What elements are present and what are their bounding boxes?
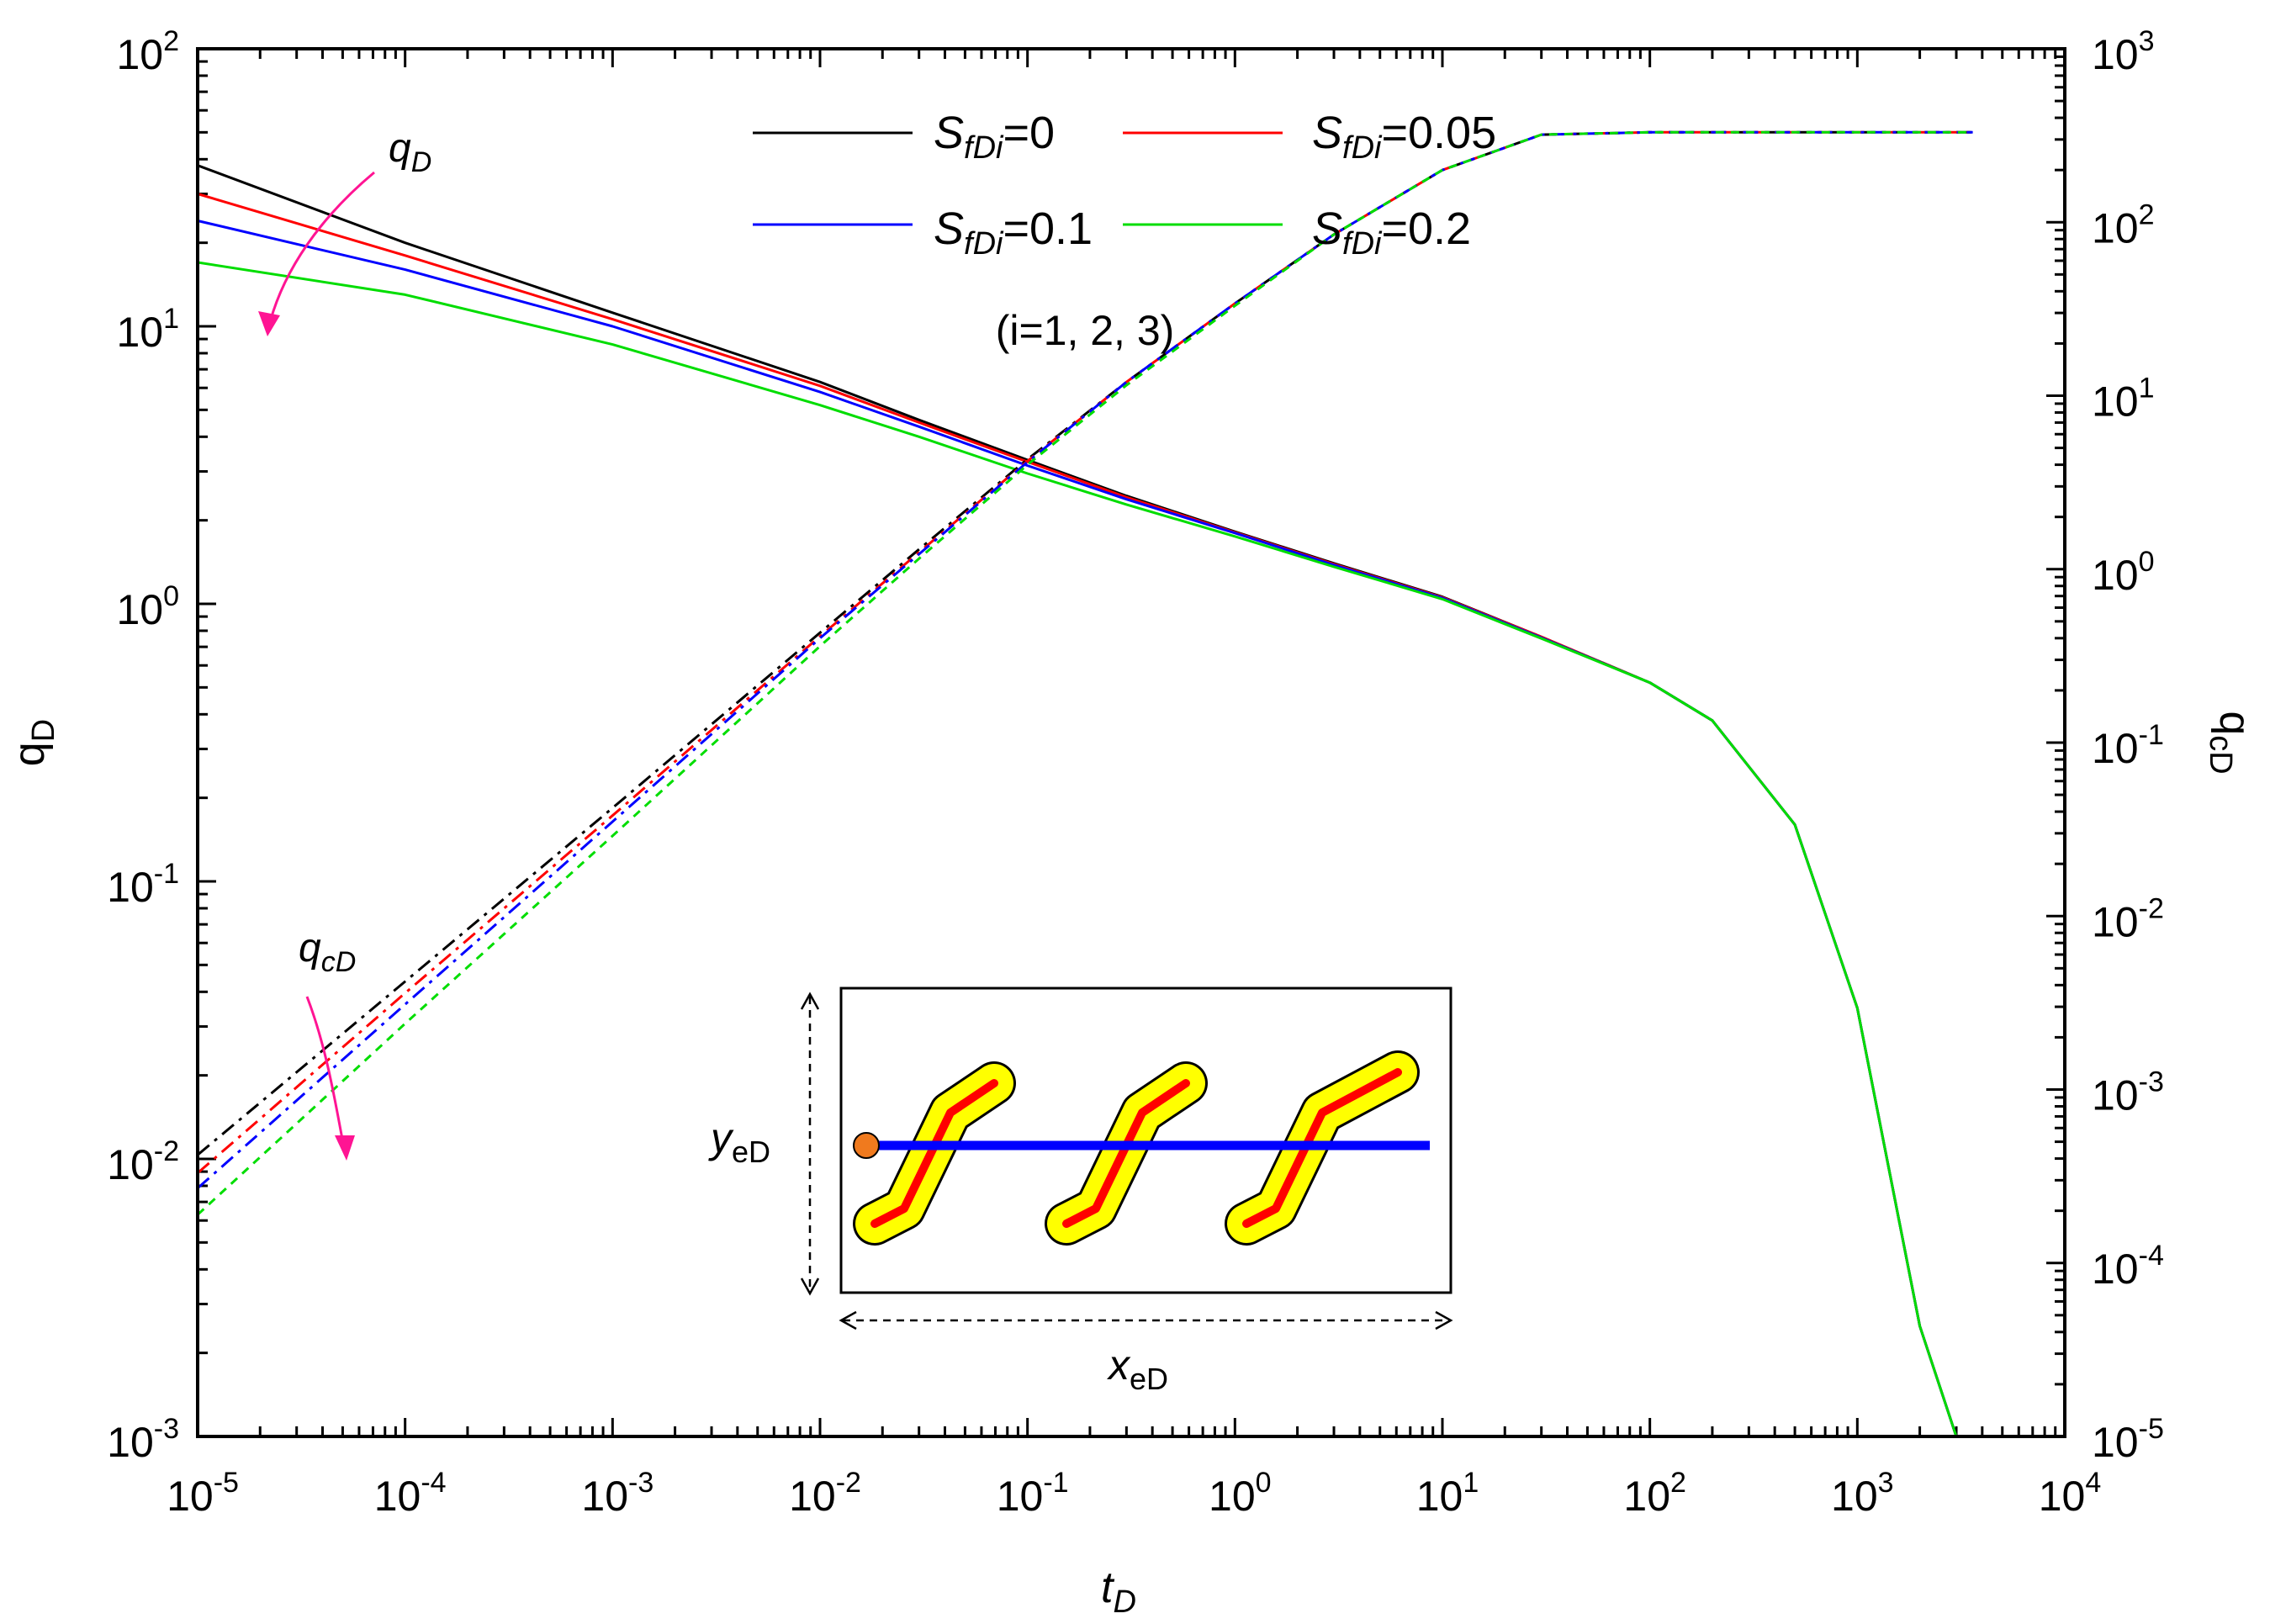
x-tick-label: 100 [1209, 1467, 1272, 1520]
qD-arrowhead-icon [258, 311, 280, 336]
y-right-tick-label: 103 [2092, 25, 2155, 78]
y-right-tick-label: 101 [2092, 373, 2155, 426]
inset-x-arrowhead-right-icon [1435, 1310, 1453, 1330]
legend-label-2: SfDi=0.1 [934, 204, 1093, 262]
labels-layer: 10-5 10-4 10-3 10-2 10-1 100 101 102 103 10410-31… [107, 25, 2164, 1520]
x-tick-label: 10-3 [581, 1467, 653, 1520]
series-layer [196, 130, 1973, 1438]
legend: SfDi=0 SfDi=0.05 SfDi=0.1 SfDi=0.2 (i=1,… [753, 108, 1496, 354]
y-axis-left-label: qD [5, 719, 61, 766]
inset-y-arrowhead-top-icon [800, 992, 820, 1010]
x-tick-label: 10-4 [374, 1467, 447, 1520]
y-right-tick-label: 10-3 [2092, 1066, 2164, 1119]
y-right-tick-label: 10-5 [2092, 1413, 2164, 1466]
series-line-7 [196, 130, 1973, 1216]
qD-arrow-label: qD [389, 126, 431, 178]
x-tick-label: 104 [2039, 1467, 2102, 1520]
y-right-tick-label: 10-1 [2092, 719, 2164, 772]
legend-label-3: SfDi=0.2 [1312, 204, 1471, 262]
legend-label-0: SfDi=0 [934, 108, 1055, 166]
y-left-tick-label: 100 [116, 580, 179, 633]
x-tick-label: 101 [1416, 1467, 1479, 1520]
y-left-tick-label: 101 [116, 303, 179, 356]
inset-fracture-2 [1045, 1061, 1208, 1246]
y-left-tick-label: 10-2 [107, 1135, 179, 1188]
inset-schematic: yeD xeD [708, 987, 1453, 1396]
inset-fracture-1 [853, 1061, 1016, 1246]
inset-y-arrowhead-bottom-icon [800, 1278, 820, 1296]
series-line-3 [197, 261, 1973, 1438]
x-tick-label: 10-5 [167, 1467, 239, 1520]
x-axis-label: tD [1101, 1563, 1136, 1620]
qcD-arrow-label: qcD [299, 926, 356, 978]
legend-note: (i=1, 2, 3) [996, 307, 1175, 354]
inset-wellhead-icon [853, 1132, 880, 1159]
qD-arrow-icon [266, 171, 375, 333]
y-right-tick-label: 100 [2092, 546, 2155, 599]
qcD-arrowhead-icon [335, 1135, 355, 1161]
x-tick-label: 10-2 [789, 1467, 861, 1520]
y-right-tick-label: 10-4 [2092, 1240, 2164, 1293]
y-left-tick-label: 102 [116, 25, 179, 78]
y-left-tick-label: 10-3 [107, 1413, 179, 1466]
inset-fracture-3 [1225, 1050, 1420, 1246]
y-right-tick-label: 10-2 [2092, 892, 2164, 945]
y-right-tick-label: 102 [2092, 198, 2155, 251]
annotations: qD qcD [258, 126, 431, 1161]
x-tick-label: 10-1 [997, 1467, 1069, 1520]
inset-x-arrowhead-left-icon [839, 1310, 857, 1330]
legend-label-1: SfDi=0.05 [1312, 108, 1496, 166]
plot-frame [196, 47, 2066, 1438]
x-tick-label: 102 [1623, 1467, 1686, 1520]
inset-y-label: yeD [708, 1114, 770, 1169]
x-tick-label: 103 [1831, 1467, 1894, 1520]
y-axis-right-label: qcD [2203, 711, 2259, 774]
y-left-tick-label: 10-1 [107, 858, 179, 911]
inset-x-label: xeD [1107, 1341, 1168, 1396]
